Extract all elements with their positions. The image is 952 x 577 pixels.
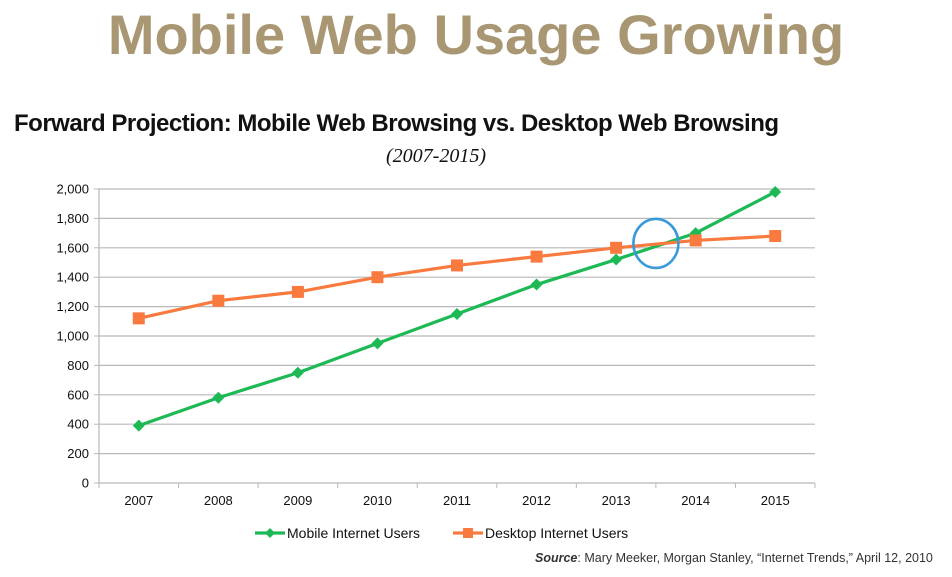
legend: Mobile Internet Users Desktop Internet Us…	[255, 525, 628, 541]
y-axis-ticks: 0 200 400 600 800 1,000 1,200 1,400 1,600 1,800 2,…	[56, 182, 99, 491]
data-point-square	[371, 271, 384, 284]
source-label: Source	[535, 551, 578, 565]
y-tick-label: 1,800	[56, 211, 89, 226]
y-tick-label: 1,400	[56, 270, 89, 285]
x-tick-label: 2008	[204, 493, 233, 508]
crossover-circle	[632, 217, 680, 270]
x-tick-label: 2009	[283, 493, 312, 508]
data-point-square	[769, 230, 782, 243]
y-tick-label: 1,000	[56, 329, 89, 344]
x-tick-label: 2012	[522, 493, 551, 508]
x-axis-ticks: 2007 2008 2009 2010 2011 2012 2013 2014 2015	[98, 483, 816, 508]
data-point-diamond	[132, 419, 145, 432]
data-point-square	[212, 294, 225, 307]
y-tick-label: 1,600	[56, 240, 89, 255]
chart-subtitle: (2007-2015)	[386, 145, 486, 167]
x-tick-label: 2007	[124, 493, 153, 508]
chart-title: Forward Projection: Mobile Web Browsing …	[14, 110, 779, 137]
y-tick-label: 800	[67, 358, 89, 373]
source-note: Source: Mary Meeker, Morgan Stanley, “In…	[535, 551, 933, 565]
legend-marker-diamond	[265, 528, 275, 538]
x-tick-label: 2013	[602, 493, 631, 508]
legend-label: Mobile Internet Users	[287, 525, 420, 541]
y-tick-label: 1,200	[56, 299, 89, 314]
series-lines	[132, 185, 782, 432]
legend-label: Desktop Internet Users	[485, 525, 628, 541]
y-tick-label: 0	[82, 476, 89, 491]
data-point-square	[610, 241, 623, 254]
data-point-square	[132, 312, 145, 325]
data-point-diamond	[610, 253, 623, 266]
data-point-square	[451, 259, 463, 272]
source-text: : Mary Meeker, Morgan Stanley, “Internet…	[577, 551, 933, 565]
data-point-diamond	[769, 185, 782, 198]
x-tick-label: 2011	[443, 493, 471, 508]
y-tick-label: 2,000	[56, 182, 89, 197]
legend-marker-square	[463, 528, 473, 538]
x-tick-label: 2010	[363, 493, 392, 508]
data-point-diamond	[212, 391, 225, 404]
data-point-diamond	[371, 337, 384, 350]
legend-item: Mobile Internet Users	[255, 525, 420, 541]
data-point-square	[530, 250, 543, 263]
data-point-diamond	[530, 278, 543, 291]
data-point-square	[291, 285, 304, 298]
legend-item: Desktop Internet Users	[453, 525, 628, 541]
x-tick-label: 2015	[761, 493, 790, 508]
annotations	[632, 217, 680, 270]
y-tick-label: 600	[67, 387, 89, 402]
y-tick-label: 200	[67, 446, 89, 461]
slide-title: Mobile Web Usage Growing	[107, 3, 845, 66]
data-point-diamond	[451, 307, 463, 320]
y-tick-label: 400	[67, 417, 89, 432]
series-desktop	[132, 230, 782, 325]
data-point-diamond	[291, 366, 304, 379]
x-tick-label: 2014	[681, 493, 710, 508]
data-point-square	[689, 234, 702, 247]
